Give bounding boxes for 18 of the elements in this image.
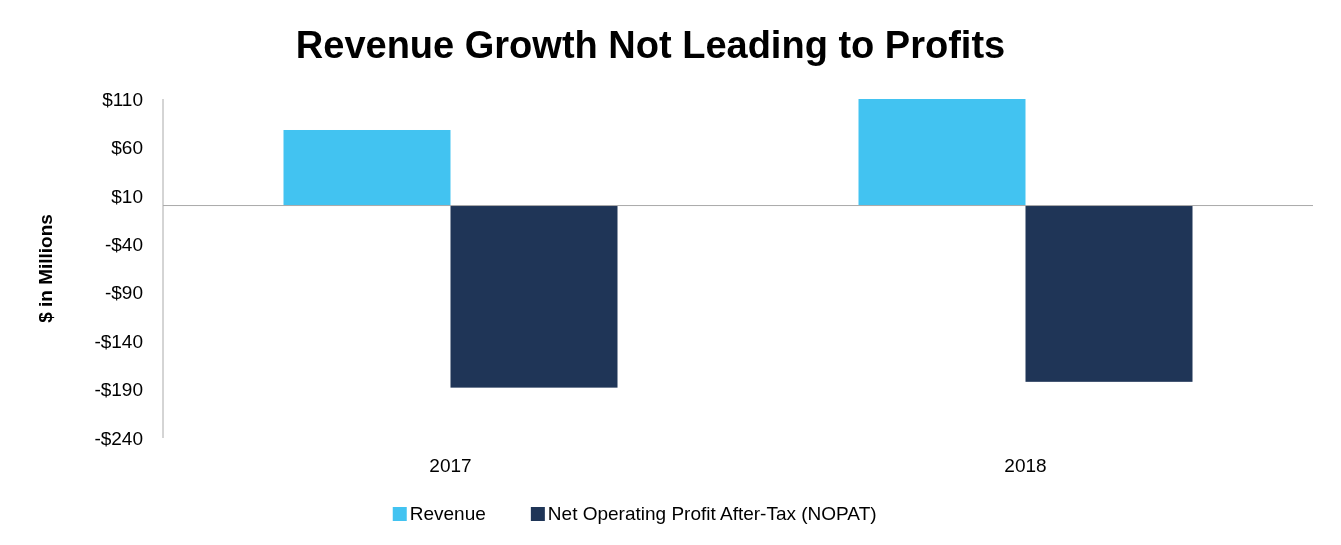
chart-title: Revenue Growth Not Leading to Profits [295,24,1006,66]
y-tick-label: -$190 [94,379,143,401]
y-tick-label: -$140 [94,330,143,352]
bar [283,129,451,206]
x-tick-label: 2018 [1004,455,1047,476]
legend-label: Revenue [409,503,486,524]
y-tick-label: -$40 [104,233,143,255]
legend-label: Net Operating Profit After-Tax (NOPAT) [547,503,877,524]
y-tick-label: $60 [111,137,143,159]
y-axis-title: $ in Millions [35,214,56,323]
x-tick-label: 2017 [429,455,472,476]
y-tick-label: -$90 [104,282,143,304]
bar [1025,205,1193,382]
y-tick-label: $10 [111,185,143,207]
y-tick-label: -$240 [94,427,143,449]
bar [450,205,618,388]
bar [858,99,1026,206]
y-tick-label: $110 [102,88,143,110]
